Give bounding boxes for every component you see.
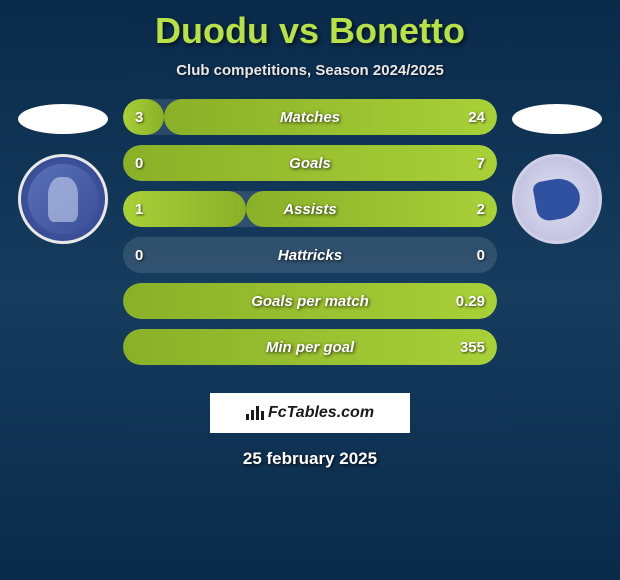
stat-label: Goals per match	[123, 293, 497, 310]
stat-row: 355Min per goal	[123, 329, 497, 365]
footer-logo-text: FcTables.com	[268, 404, 374, 422]
date-text: 25 february 2025	[0, 449, 620, 469]
stat-row: 07Goals	[123, 145, 497, 181]
left-club-badge	[18, 154, 108, 244]
content-area: 324Matches 07Goals 12Assists 00Hattricks 0.2…	[0, 99, 620, 375]
stats-center: 324Matches 07Goals 12Assists 00Hattricks 0.2…	[118, 99, 502, 375]
player2-name: Bonetto	[329, 10, 465, 51]
subtitle: Club competitions, Season 2024/2025	[0, 62, 620, 79]
stat-label: Hattricks	[123, 247, 497, 264]
vs-text: vs	[279, 10, 319, 51]
right-side	[502, 99, 612, 375]
stat-label: Assists	[123, 201, 497, 218]
footer-logo: FcTables.com	[210, 393, 410, 433]
stat-row: 00Hattricks	[123, 237, 497, 273]
stat-row: 0.29Goals per match	[123, 283, 497, 319]
right-club-badge	[512, 154, 602, 244]
left-oval	[18, 104, 108, 134]
left-side	[8, 99, 118, 375]
stat-row: 324Matches	[123, 99, 497, 135]
comparison-title: Duodu vs Bonetto	[0, 0, 620, 52]
stat-label: Matches	[123, 109, 497, 126]
stat-label: Min per goal	[123, 339, 497, 356]
player1-name: Duodu	[155, 10, 269, 51]
stat-row: 12Assists	[123, 191, 497, 227]
logo-bars-icon	[246, 406, 264, 420]
stat-label: Goals	[123, 155, 497, 172]
right-oval	[512, 104, 602, 134]
